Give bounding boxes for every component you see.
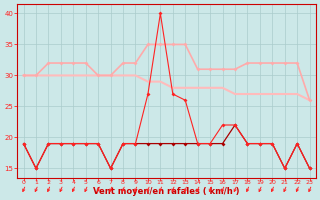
X-axis label: Vent moyen/en rafales ( km/h ): Vent moyen/en rafales ( km/h ) <box>93 187 240 196</box>
